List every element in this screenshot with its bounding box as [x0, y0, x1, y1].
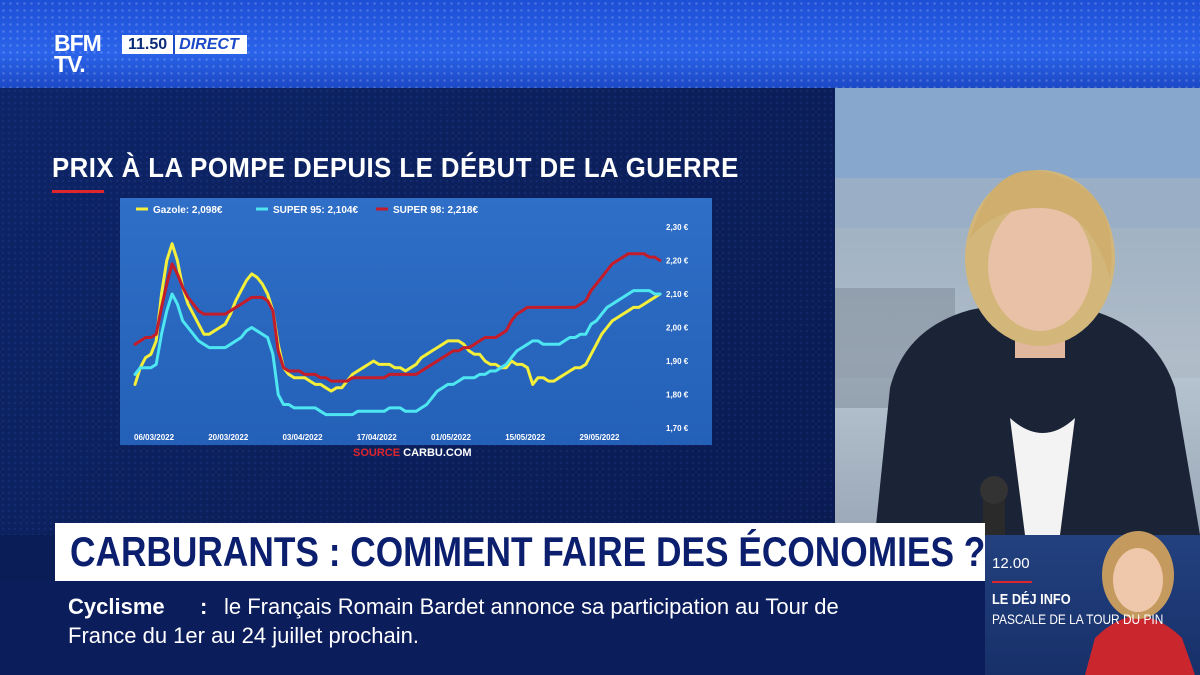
- y-tick-label: 1,90 €: [666, 357, 689, 366]
- series-line-1: [133, 242, 662, 393]
- chart-source-label: SOURCE: [353, 447, 401, 459]
- logo-line-2: TV.: [54, 51, 86, 77]
- y-tick-label: 1,70 €: [666, 424, 689, 433]
- ticker-text-line-2: France du 1er au 24 juillet prochain.: [68, 623, 419, 648]
- chart-source-value: CARBU.COM: [403, 447, 472, 459]
- next-show-host: PASCALE DE LA TOUR DU PIN: [992, 611, 1164, 627]
- legend-label-3: SUPER 98: 2,218€: [393, 205, 478, 216]
- presenter-fringe: [970, 170, 1112, 278]
- microphone-head: [980, 476, 1008, 504]
- y-tick-label: 2,10 €: [666, 290, 689, 299]
- next-show-host-image: [1085, 531, 1195, 675]
- host-jacket: [1085, 615, 1195, 675]
- channel-logo: BFM TV.: [54, 30, 102, 77]
- fuel-price-chart: Gazole: 2,098€ SUPER 95: 2,104€ SUPER 98: …: [133, 205, 689, 442]
- next-show-time: 12.00: [992, 555, 1030, 572]
- ticker-text-line-1: le Français Romain Bardet annonce sa par…: [224, 594, 839, 619]
- y-tick-label: 2,00 €: [666, 324, 689, 333]
- next-show-title: LE DÉJ INFO: [992, 591, 1071, 608]
- next-show-divider: [992, 581, 1032, 583]
- ticker-separator: :: [200, 594, 208, 619]
- top-banner: [0, 0, 1200, 88]
- y-tick-label: 1,80 €: [666, 391, 689, 400]
- ticker-area: [0, 581, 985, 675]
- presenter-image: [835, 88, 1200, 535]
- y-tick-label: 2,20 €: [666, 257, 689, 266]
- title-underline: [52, 190, 104, 193]
- y-tick-label: 2,30 €: [666, 223, 689, 232]
- series-line-3: [133, 252, 662, 383]
- live-label: DIRECT: [173, 35, 247, 54]
- live-badge: 11.50 DIRECT: [122, 35, 247, 54]
- x-tick-label: 01/05/2022: [431, 433, 472, 442]
- host-face: [1113, 548, 1163, 612]
- x-tick-label: 03/04/2022: [282, 433, 323, 442]
- x-tick-label: 29/05/2022: [579, 433, 620, 442]
- x-tick-label: 17/04/2022: [357, 433, 398, 442]
- series-line-2: [133, 289, 662, 417]
- headline: CARBURANTS : COMMENT FAIRE DES ÉCONOMIES…: [70, 528, 986, 575]
- graphic-title: PRIX À LA POMPE DEPUIS LE DÉBUT DE LA GU…: [52, 152, 739, 183]
- live-time: 11.50: [122, 35, 174, 54]
- legend-label-1: Gazole: 2,098€: [153, 205, 223, 216]
- presenter-blouse: [1010, 418, 1075, 535]
- x-tick-label: 20/03/2022: [208, 433, 249, 442]
- chart-source: SOURCE CARBU.COM: [353, 447, 472, 459]
- logo-line-1: BFM: [54, 30, 102, 56]
- studio-video: [835, 88, 1200, 535]
- legend-label-2: SUPER 95: 2,104€: [273, 205, 358, 216]
- headline-bar: [55, 523, 985, 581]
- x-tick-label: 15/05/2022: [505, 433, 546, 442]
- ticker-topic: Cyclisme: [68, 594, 165, 619]
- x-tick-label: 06/03/2022: [134, 433, 175, 442]
- presenter-jacket: [875, 298, 1200, 535]
- presenter-face: [988, 201, 1092, 331]
